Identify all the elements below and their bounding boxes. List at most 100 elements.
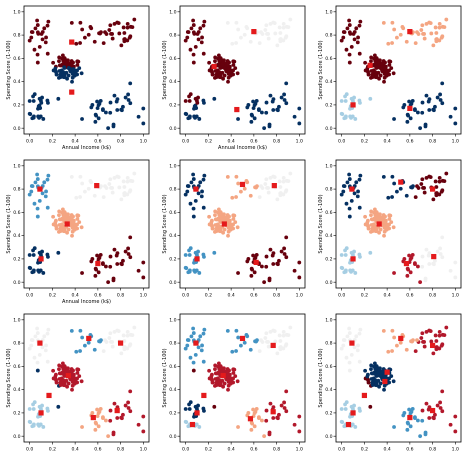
data-point <box>89 180 94 185</box>
data-point <box>420 264 425 269</box>
data-point <box>78 20 83 25</box>
y-axis-label: Spending Score (1-100) <box>318 194 324 253</box>
data-point <box>378 66 383 70</box>
data-point <box>80 335 85 340</box>
data-point <box>92 347 97 352</box>
data-point <box>422 344 427 349</box>
data-point <box>62 74 67 79</box>
data-point <box>420 254 425 259</box>
data-point <box>420 110 425 115</box>
data-point <box>378 227 383 232</box>
data-point <box>126 406 131 410</box>
data-point <box>357 51 362 56</box>
data-point <box>120 262 124 267</box>
data-point <box>109 186 113 190</box>
data-point <box>347 331 352 335</box>
data-point <box>83 189 87 194</box>
data-point <box>418 126 423 131</box>
data-point <box>276 416 280 421</box>
data-point <box>422 36 427 41</box>
y-tick-label: 0.2 <box>13 257 20 263</box>
data-point <box>233 374 238 379</box>
y-tick-label: 0.0 <box>325 126 332 132</box>
data-point <box>374 373 379 378</box>
data-point <box>275 43 280 48</box>
data-point <box>213 377 218 381</box>
data-point <box>71 368 75 373</box>
data-point <box>366 226 371 231</box>
data-point <box>273 31 278 36</box>
data-point <box>390 349 394 353</box>
data-point <box>357 331 362 336</box>
data-point <box>29 343 34 348</box>
x-tick-label: 0.6 <box>94 293 101 299</box>
data-point <box>418 434 423 439</box>
data-point <box>79 379 84 384</box>
data-point <box>58 383 63 387</box>
x-tick-label: 1.0 <box>296 139 303 145</box>
data-point <box>421 32 425 36</box>
data-point <box>35 177 40 181</box>
subplot-5: 0.0 0.0 0.2 0.2 0.4 0.4 0.6 0.6 0.8 0.8 1.0 1.0 Spen… <box>162 159 306 299</box>
data-point <box>275 351 280 356</box>
data-point <box>90 103 95 107</box>
data-point <box>40 30 45 34</box>
data-point <box>433 258 437 263</box>
data-point <box>372 210 376 215</box>
data-point <box>358 409 362 413</box>
data-point <box>101 416 105 420</box>
data-point <box>207 368 212 373</box>
data-point <box>125 330 130 334</box>
data-point <box>186 116 191 121</box>
data-point <box>222 66 227 70</box>
y-tick-label: 0.2 <box>325 103 332 109</box>
data-point <box>227 60 231 65</box>
data-point <box>70 75 75 80</box>
data-point <box>199 40 204 45</box>
data-point <box>35 60 40 65</box>
data-point <box>183 253 188 257</box>
centroid-marker <box>94 183 100 189</box>
data-point <box>97 101 102 106</box>
data-point <box>222 73 227 78</box>
data-point <box>200 343 204 348</box>
data-point <box>56 404 61 409</box>
data-point <box>136 268 141 273</box>
centroid-marker <box>38 410 44 416</box>
data-point <box>440 34 445 39</box>
data-point <box>406 113 411 118</box>
data-point <box>246 411 251 415</box>
data-point <box>69 328 74 333</box>
data-point <box>408 270 413 275</box>
x-tick-label: 1.0 <box>140 447 147 453</box>
data-point <box>35 360 40 365</box>
data-point <box>62 373 67 378</box>
centroid-marker <box>201 392 207 399</box>
data-point <box>435 249 440 254</box>
data-point <box>119 197 124 202</box>
data-point <box>279 249 284 254</box>
data-point <box>377 59 382 64</box>
data-point <box>271 405 276 410</box>
data-point <box>245 26 250 31</box>
data-point <box>72 72 77 76</box>
x-tick-label: 0.2 <box>205 447 212 453</box>
data-point <box>194 106 199 110</box>
data-point <box>188 246 193 251</box>
data-point <box>30 424 35 429</box>
data-point <box>369 363 374 368</box>
data-point <box>409 255 414 260</box>
data-point <box>101 349 106 354</box>
data-point <box>126 92 131 97</box>
x-tick-label: 0.8 <box>273 293 280 299</box>
centroid-marker <box>382 378 388 385</box>
data-point <box>37 116 41 120</box>
data-point <box>284 235 289 240</box>
data-point <box>107 28 112 32</box>
data-point <box>108 177 113 182</box>
data-point <box>213 59 217 64</box>
data-point <box>236 117 240 121</box>
data-point <box>271 262 276 266</box>
data-point <box>93 273 98 278</box>
data-point <box>196 191 201 196</box>
